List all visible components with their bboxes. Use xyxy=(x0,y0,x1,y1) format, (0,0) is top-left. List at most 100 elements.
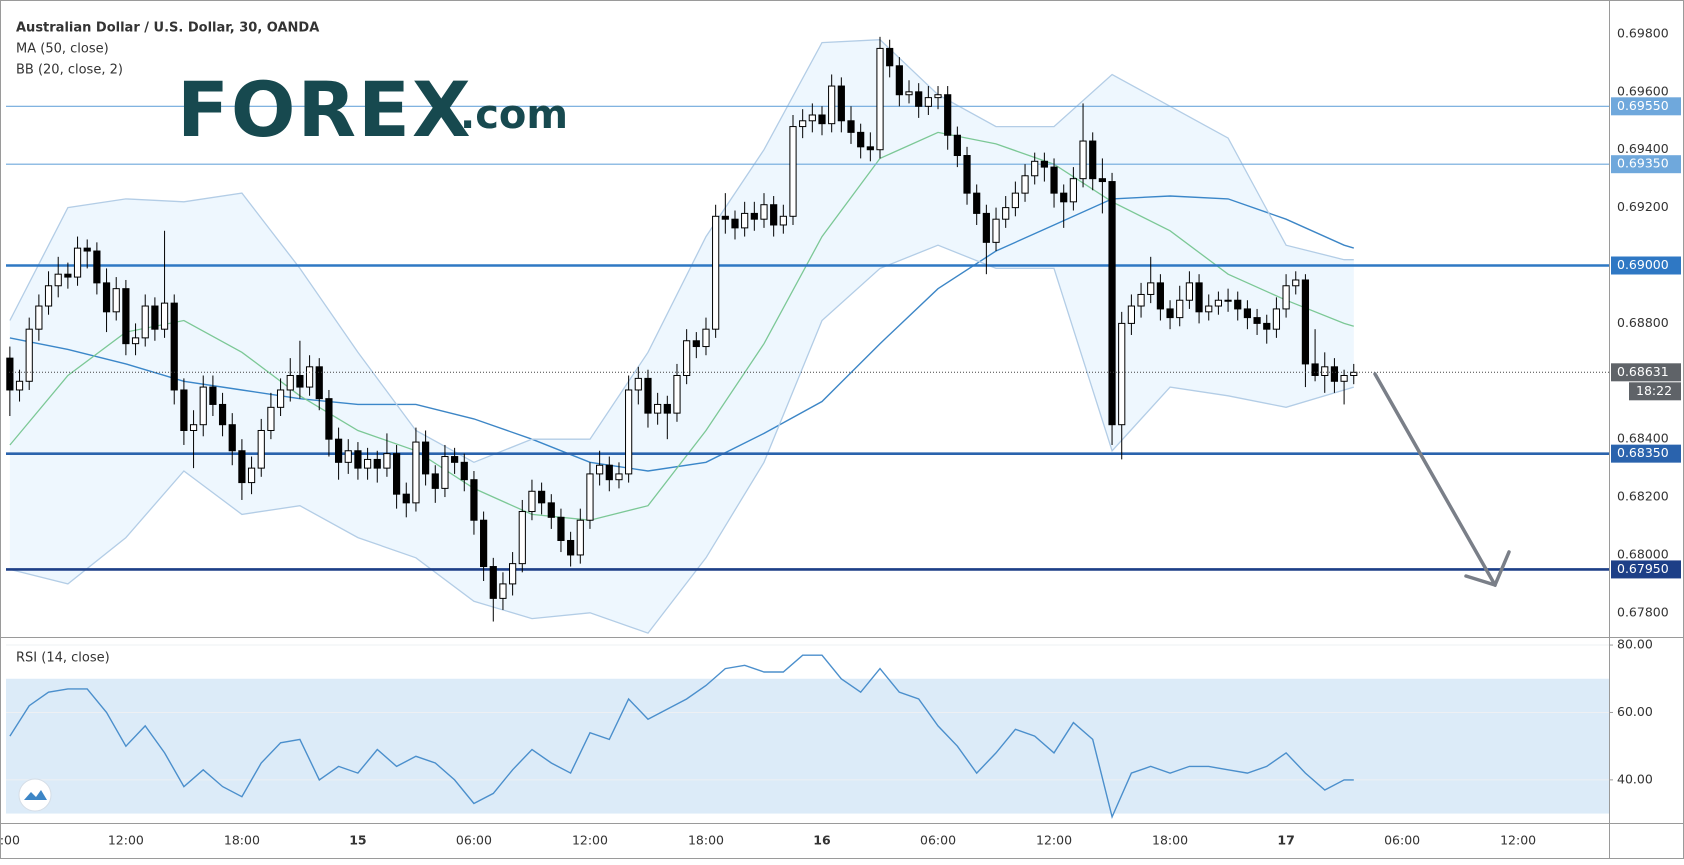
candle-body xyxy=(15,380,24,391)
candle-body xyxy=(615,473,623,481)
candle-body xyxy=(1311,363,1319,376)
x-tick-label: 12:00 xyxy=(572,833,608,848)
candle-body xyxy=(886,47,894,67)
y-tick-label: 0.69600 xyxy=(1617,83,1669,98)
candle-body xyxy=(721,215,729,220)
x-tick-label: 18:00 xyxy=(688,833,724,848)
candle-body xyxy=(73,247,82,278)
candle-body xyxy=(1137,293,1145,307)
candle-body xyxy=(422,441,430,475)
candle-body xyxy=(567,539,575,556)
candle-body xyxy=(1108,181,1116,426)
candle-body xyxy=(1098,178,1106,183)
candle-body xyxy=(238,450,246,484)
forecast-arrow xyxy=(1373,372,1511,588)
arrow-shaft xyxy=(1373,372,1497,587)
x-tick-label: 18:00 xyxy=(1152,833,1188,848)
candle-body xyxy=(470,479,478,521)
candle-body xyxy=(828,85,836,125)
candle-body xyxy=(1253,317,1261,324)
series-layer xyxy=(6,36,1609,820)
candle-body xyxy=(1127,305,1135,324)
x-tick-label: 16 xyxy=(813,833,831,848)
candle-body xyxy=(634,377,642,391)
candle-body xyxy=(866,146,874,151)
candle-body xyxy=(1176,299,1184,319)
level-label-box xyxy=(1611,256,1681,275)
x-tick-label: 12:00 xyxy=(1500,833,1536,848)
candle-body xyxy=(789,126,797,217)
candle-body xyxy=(44,285,53,307)
level-label: 0.69000 xyxy=(1617,257,1669,272)
candle-body xyxy=(1156,282,1164,310)
x-tick-label: 12:00 xyxy=(1036,833,1072,848)
candle-body xyxy=(441,456,449,489)
last-price-label: 0.68631 xyxy=(1617,364,1669,379)
candle-body xyxy=(953,134,961,157)
candle-body xyxy=(973,192,981,214)
candle-body xyxy=(489,566,497,599)
candle-body xyxy=(799,120,807,128)
rsi-tick-label: 40.00 xyxy=(1617,771,1653,786)
indicator-label: BB (20, close, 2) xyxy=(16,63,123,78)
candle-body xyxy=(1330,366,1339,382)
candle-body xyxy=(35,305,43,330)
candle-body xyxy=(373,458,381,469)
candle-body xyxy=(712,215,720,330)
level-label-box xyxy=(1611,155,1681,174)
candle-body xyxy=(538,490,546,504)
level-label-box xyxy=(1611,560,1681,579)
candle-body xyxy=(1234,299,1242,310)
candle-body xyxy=(286,374,294,391)
candle-body xyxy=(180,389,188,431)
x-tick-label: 17 xyxy=(1277,833,1294,848)
x-tick-label: 15 xyxy=(349,833,366,848)
candle-body xyxy=(1205,305,1213,313)
candle-body xyxy=(847,120,855,133)
x-tick-label: 06:00 xyxy=(1384,833,1420,848)
candle-body xyxy=(1118,322,1126,426)
candle-body xyxy=(808,114,816,122)
candle-body xyxy=(64,273,72,278)
y-tick-label: 0.67800 xyxy=(1617,604,1669,619)
candle-body xyxy=(1011,192,1019,209)
candle-body xyxy=(1069,178,1077,203)
candle-body xyxy=(625,389,633,475)
candle-body xyxy=(1050,166,1058,194)
candle-body xyxy=(218,403,227,426)
candle-body xyxy=(837,85,845,122)
candle-body xyxy=(770,204,778,226)
candle-body xyxy=(982,212,990,243)
candle-body xyxy=(334,438,343,463)
y-tick-label: 0.68200 xyxy=(1617,489,1669,504)
y-tick-label: 0.69800 xyxy=(1617,25,1669,40)
candle-body xyxy=(325,398,333,440)
band-fill xyxy=(9,39,1354,634)
candle-body xyxy=(1185,282,1193,301)
rsi-tick-label: 60.00 xyxy=(1617,704,1653,719)
candle-body xyxy=(1292,279,1300,287)
candle-body xyxy=(199,386,207,426)
candle-body xyxy=(750,212,758,220)
logo-main: FOREX xyxy=(177,65,473,154)
indicator-label: MA (50, close) xyxy=(16,42,109,57)
candle-body xyxy=(1282,285,1290,310)
label-layer: Australian Dollar / U.S. Dollar, 30, OAN… xyxy=(0,21,1681,848)
candle-body xyxy=(1340,374,1348,382)
candle-body xyxy=(1214,299,1223,307)
candle-body xyxy=(363,458,372,469)
candle-body xyxy=(760,204,768,220)
candle-body xyxy=(122,288,130,345)
candle-body xyxy=(54,273,62,287)
chart-title: Australian Dollar / U.S. Dollar, 30, OAN… xyxy=(16,21,319,36)
candle-body xyxy=(905,91,913,96)
candle-body xyxy=(170,302,178,391)
candle-body xyxy=(93,250,101,284)
candle-body xyxy=(480,519,488,568)
rsi-tick-label: 80.00 xyxy=(1617,637,1653,652)
candle-body xyxy=(1040,160,1048,168)
candle-body xyxy=(547,502,555,518)
candle-body xyxy=(702,328,710,348)
candle-body xyxy=(963,155,971,194)
